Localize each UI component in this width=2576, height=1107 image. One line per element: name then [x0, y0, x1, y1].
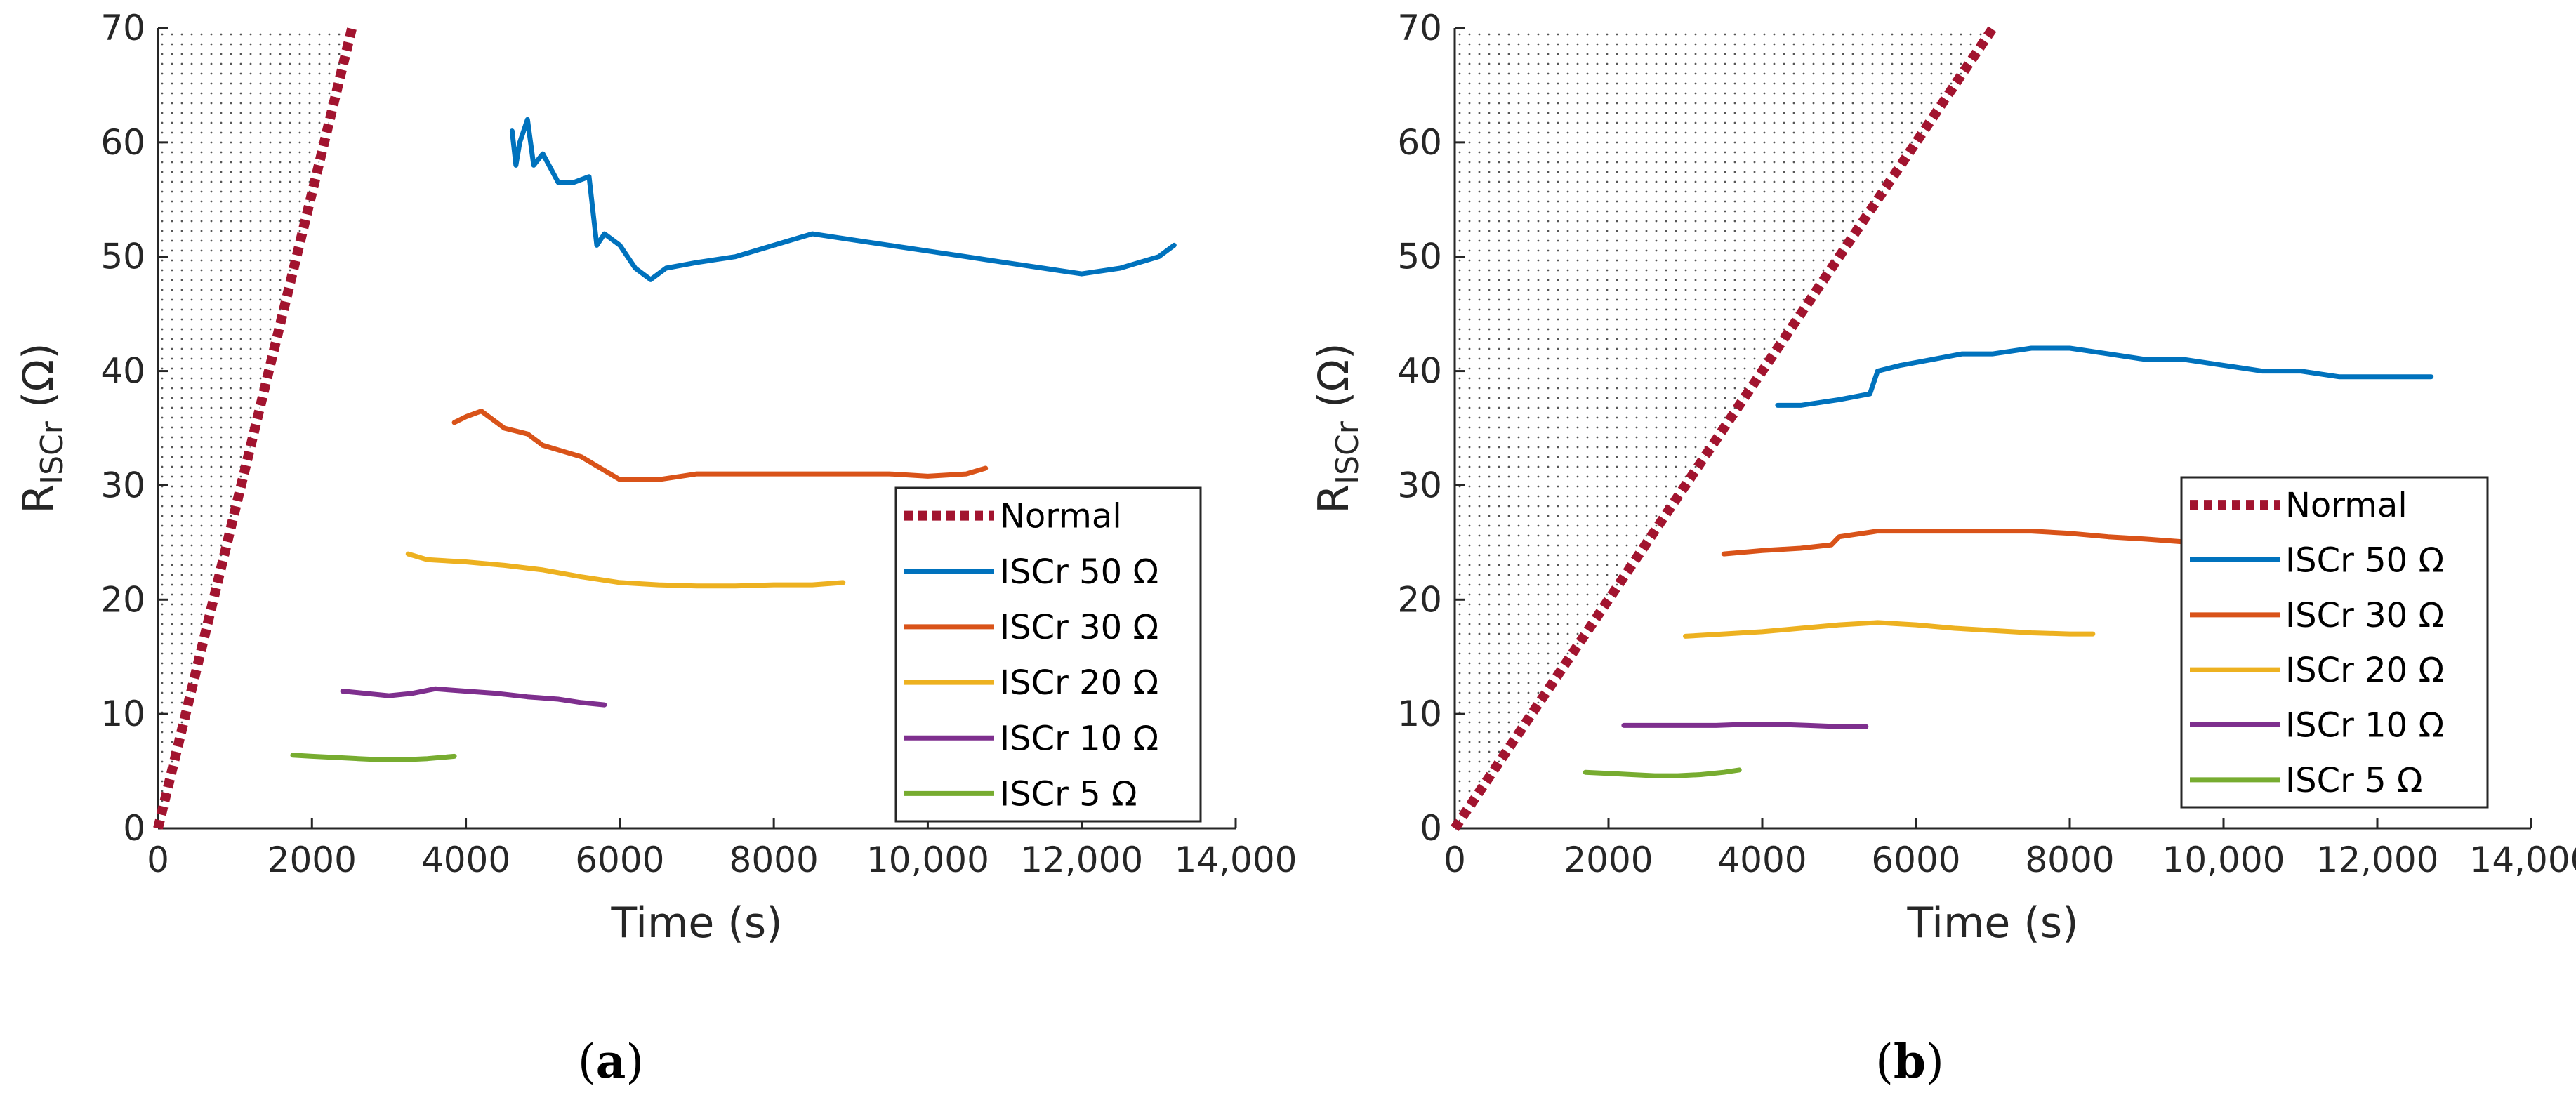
panel-a-legend-label: ISCr 30 Ω — [1000, 608, 1158, 647]
panel-a-legend-label: ISCr 50 Ω — [1000, 552, 1158, 592]
panel-b-x-tick-label: 2000 — [1564, 840, 1653, 880]
panel-a-legend-label: ISCr 10 Ω — [1000, 719, 1158, 758]
panel-b-legend-box — [2180, 476, 2489, 809]
panel-a-caption: (a) — [578, 1034, 644, 1089]
panel-b-series-line-0 — [1451, 25, 1997, 831]
panel-a-series-line-0 — [153, 27, 357, 830]
panel-b-legend-label: ISCr 30 Ω — [2285, 596, 2444, 635]
panel-a-x-tick-label: 4000 — [421, 840, 510, 880]
panel-a-y-tick-label: 70 — [100, 8, 145, 48]
panel-a-y-tick-label: 40 — [100, 351, 145, 392]
panel-a-x-tick-label: 14,000 — [1175, 840, 1297, 880]
panel-a-y-tick-label: 60 — [100, 122, 145, 163]
panel-b-caption: (b) — [1875, 1034, 1944, 1089]
panel-b-y-tick-label: 10 — [1397, 694, 1442, 734]
panel-a-x-axis-label: Time (s) — [611, 899, 783, 948]
panel-b-x-tick-label: 10,000 — [2162, 840, 2285, 880]
panel-a-x-tick-label: 10,000 — [866, 840, 989, 880]
panel-b-y-tick-label: 30 — [1397, 465, 1442, 505]
panel-a-y-tick-label: 10 — [100, 694, 145, 734]
panel-b-y-tick-label: 50 — [1397, 237, 1442, 277]
panel-b-x-tick-label: 0 — [1444, 840, 1466, 880]
panel-a-series-line-3 — [405, 551, 846, 589]
panel-a-y-tick-label: 20 — [100, 579, 145, 620]
panel-b-legend-label: ISCr 5 Ω — [2285, 761, 2423, 800]
panel-b-y-tick-label: 40 — [1397, 351, 1442, 392]
panel-b-series-line-1 — [1775, 345, 2434, 408]
panel-a-x-tick-label: 12,000 — [1020, 840, 1143, 880]
panel-b-series-line-3 — [1683, 620, 2096, 639]
panel-b-series-line-4 — [1621, 722, 1869, 729]
panel-b-y-tick-label: 70 — [1397, 8, 1442, 48]
panel-b-y-tick-label: 0 — [1420, 808, 1442, 849]
panel-b-y-axis-label: RISCr (Ω) — [1309, 343, 1366, 513]
panel-a-series-line-2 — [451, 409, 989, 482]
panel-b-x-tick-label: 6000 — [1871, 840, 1960, 880]
panel-a-legend-label: ISCr 5 Ω — [1000, 774, 1137, 814]
panel-b-x-axis-label: Time (s) — [1907, 899, 2079, 948]
panel-b-y-tick-label: 60 — [1397, 122, 1442, 163]
panel-a-legend-label: ISCr 20 Ω — [1000, 663, 1158, 703]
panel-b-series-line-2 — [1721, 529, 2195, 557]
panel-a-y-axis-label: RISCr (Ω) — [14, 343, 70, 513]
panel-a-series-line-4 — [340, 686, 607, 708]
panel-a-y-tick-label: 30 — [100, 465, 145, 505]
panel-b-legend-label: ISCr 20 Ω — [2285, 651, 2444, 690]
panel-b-x-tick-label: 14,000 — [2470, 840, 2576, 880]
panel-b-legend-label: ISCr 50 Ω — [2285, 541, 2444, 581]
panel-b-legend-label: ISCr 10 Ω — [2285, 706, 2444, 745]
panel-b-x-tick-label: 12,000 — [2316, 840, 2439, 880]
panel-a-y-tick-label: 50 — [100, 237, 145, 277]
panel-b-series-line-5 — [1583, 767, 1742, 778]
panel-a-x-tick-label: 2000 — [267, 840, 357, 880]
panel-a-series-line-1 — [509, 117, 1177, 282]
panel-b-legend-label: Normal — [2285, 486, 2407, 525]
panel-a-x-tick-label: 8000 — [729, 840, 819, 880]
panel-a-series-line-5 — [290, 753, 457, 762]
panel-a-chart: 0 2000 4000 6000 8000 10,000 12,000 14,000 0 10 20… — [14, 8, 1297, 1089]
panel-b-legend: Normal ISCr 50 Ω ISCr 30 Ω ISCr 20 Ω ISCr 10… — [2180, 476, 2489, 809]
panel-a-x-tick-label: 6000 — [575, 840, 664, 880]
panel-b-x-tick-label: 8000 — [2025, 840, 2114, 880]
panel-a-x-tick-label: 0 — [147, 840, 169, 880]
panel-a-legend-box — [894, 486, 1202, 823]
panel-b-x-tick-label: 4000 — [1717, 840, 1806, 880]
panel-a-legend-label: Normal — [1000, 497, 1122, 536]
panel-a-y-tick-label: 0 — [123, 808, 145, 849]
panel-b-y-tick-label: 20 — [1397, 579, 1442, 620]
panel-b-chart: 0 2000 4000 6000 8000 10,000 12,000 14,000 0 10 20… — [1309, 8, 2576, 1089]
panel-a-legend: Normal ISCr 50 Ω ISCr 30 Ω ISCr 20 Ω ISCr 10… — [894, 486, 1202, 823]
